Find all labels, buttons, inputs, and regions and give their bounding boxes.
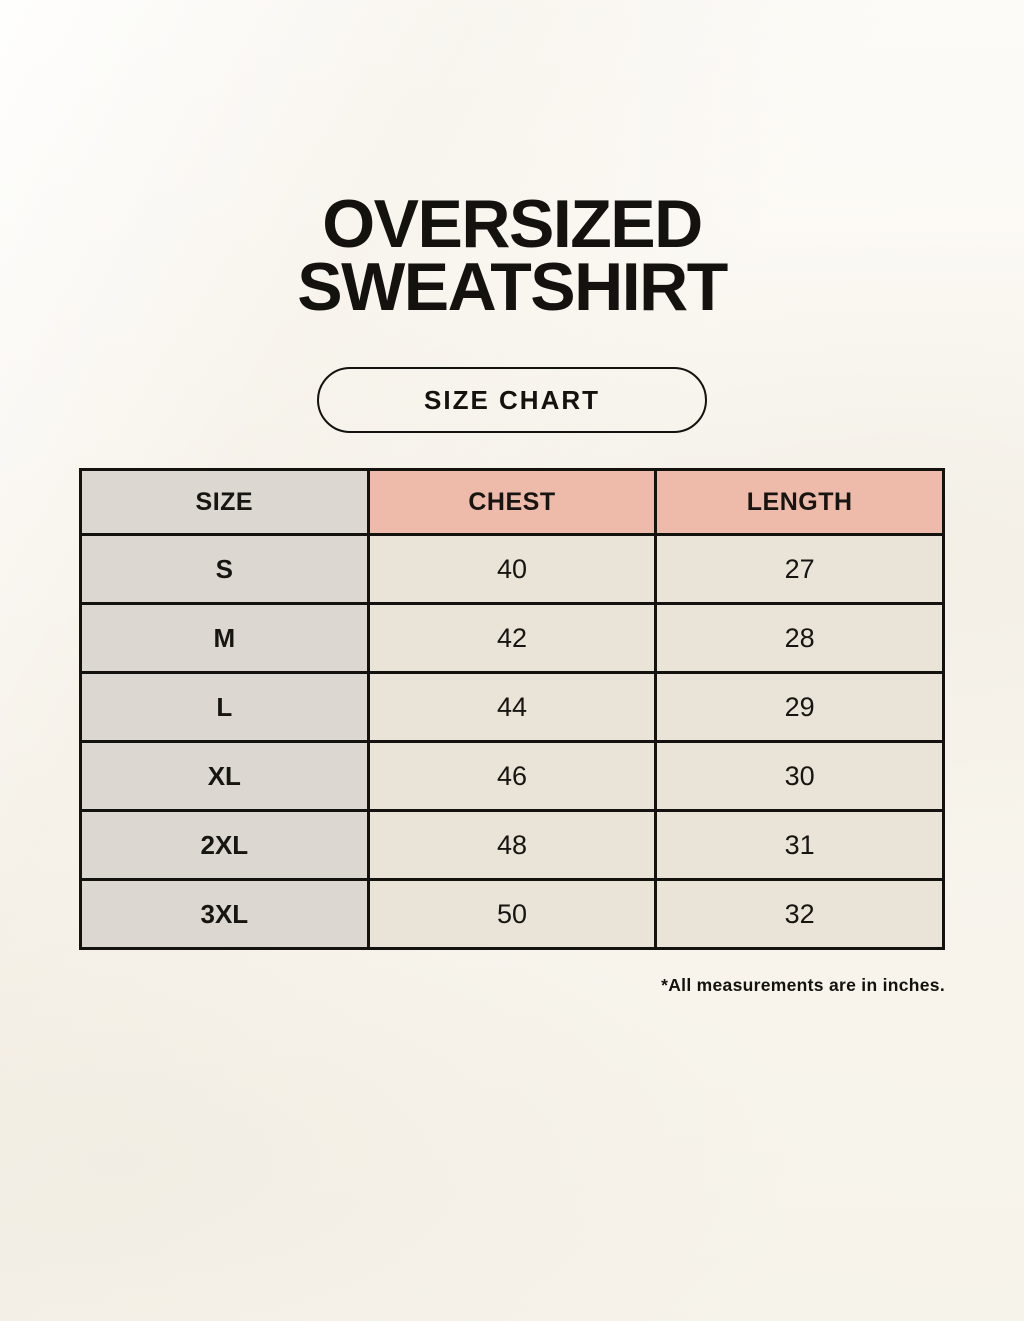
table-row: XL 46 30 (79, 740, 945, 812)
chest-value: 44 (366, 671, 658, 743)
size-chart-table-body: S 40 27 M 42 28 L 44 29 XL 46 30 2XL 48 (79, 533, 945, 950)
length-value: 28 (654, 602, 945, 674)
chest-value: 50 (366, 878, 658, 950)
header-row: SIZE CHEST LENGTH (79, 468, 945, 536)
size-value: 3XL (79, 878, 370, 950)
size-chart-table: SIZE CHEST LENGTH S 40 27 M 42 28 L 44 2… (79, 468, 945, 950)
page-title: OVERSIZED SWEATSHIRT (0, 186, 1024, 326)
size-value: L (79, 671, 370, 743)
column-header-size: SIZE (79, 468, 370, 536)
size-value: 2XL (79, 809, 370, 881)
table-row: L 44 29 (79, 671, 945, 743)
chest-value: 42 (366, 602, 658, 674)
chest-value: 40 (366, 533, 658, 605)
page-title-line2: SWEATSHIRT (297, 249, 728, 326)
length-value: 30 (654, 740, 945, 812)
size-value: XL (79, 740, 370, 812)
column-header-chest: CHEST (366, 468, 658, 536)
column-header-length: LENGTH (654, 468, 945, 536)
size-value: S (79, 533, 370, 605)
length-value: 31 (654, 809, 945, 881)
chest-value: 46 (366, 740, 658, 812)
table-row: 3XL 50 32 (79, 878, 945, 950)
table-row: 2XL 48 31 (79, 809, 945, 881)
length-value: 27 (654, 533, 945, 605)
size-chart-badge: SIZE CHART (317, 367, 707, 433)
length-value: 29 (654, 671, 945, 743)
measurement-units-note: *All measurements are in inches. (661, 975, 945, 995)
table-row: M 42 28 (79, 602, 945, 674)
chest-value: 48 (366, 809, 658, 881)
table-row: S 40 27 (79, 533, 945, 605)
length-value: 32 (654, 878, 945, 950)
size-chart-badge-label: SIZE CHART (424, 384, 600, 415)
size-value: M (79, 602, 370, 674)
page-title-line1: OVERSIZED (322, 186, 703, 262)
size-chart-table-header: SIZE CHEST LENGTH (79, 468, 945, 536)
